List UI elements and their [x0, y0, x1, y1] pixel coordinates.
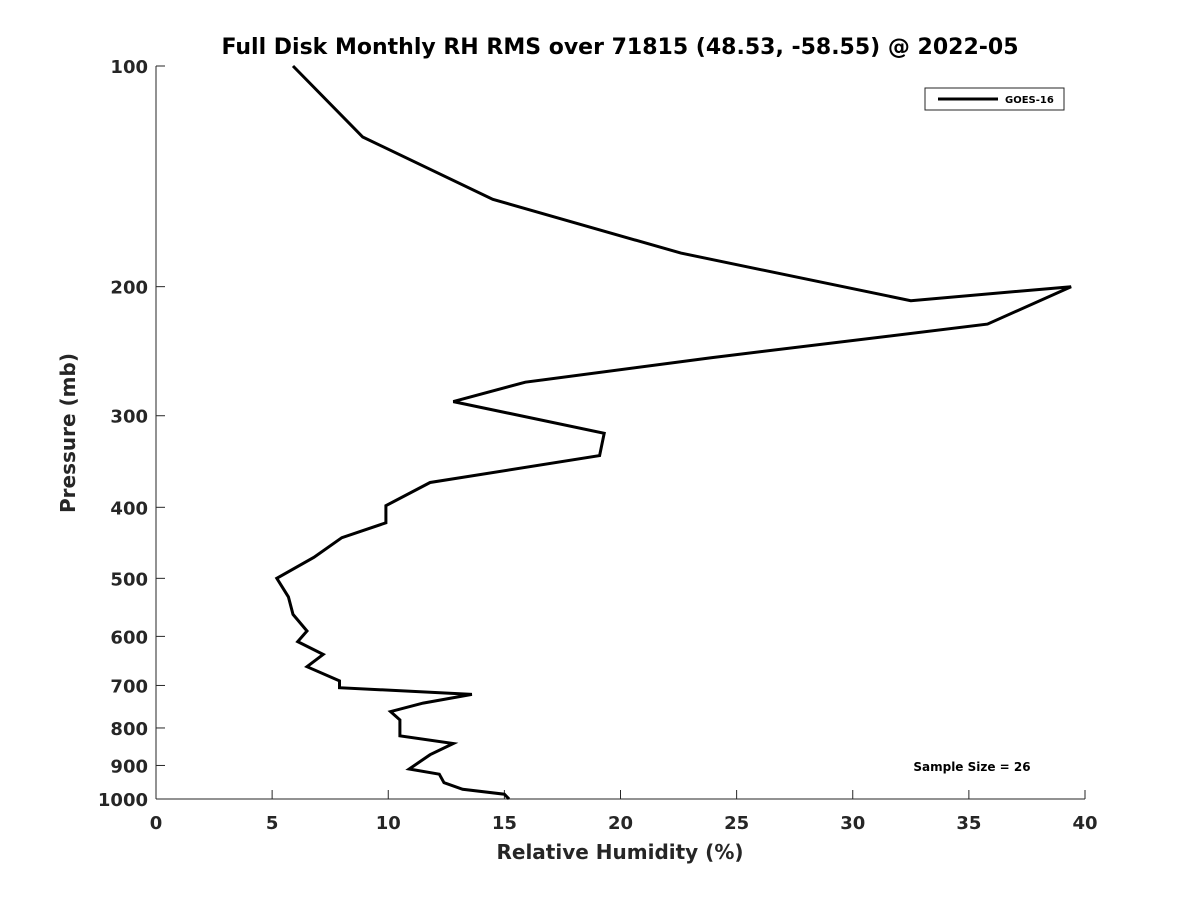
y-tick-label: 1000 [98, 790, 148, 811]
y-tick-label: 700 [110, 676, 148, 697]
y-tick-label: 600 [110, 627, 148, 648]
x-tick-label: 30 [840, 813, 865, 834]
x-tick-label: 40 [1072, 813, 1097, 834]
legend-label-goes-16: GOES-16 [1005, 95, 1054, 106]
x-ticks: 0 5 10 15 20 25 30 35 40 [150, 790, 1098, 834]
chart-title: Full Disk Monthly RH RMS over 71815 (48.… [221, 35, 1018, 60]
y-tick-label: 400 [110, 498, 148, 519]
series-layer [274, 64, 1072, 801]
y-tick-label: 800 [110, 719, 148, 740]
x-tick-label: 15 [492, 813, 517, 834]
series-line-goes-16 [274, 64, 1072, 801]
y-tick-label: 500 [110, 569, 148, 590]
x-tick-label: 35 [956, 813, 981, 834]
legend: GOES-16 [924, 87, 1065, 111]
x-tick-label: 20 [608, 813, 633, 834]
x-tick-label: 25 [724, 813, 749, 834]
plot-area: 0 5 10 15 20 25 30 35 40 100 200 300 400 500 600 700 80… [98, 57, 1098, 834]
x-axis-title: Relative Humidity (%) [496, 840, 743, 864]
y-tick-label: 300 [110, 407, 148, 428]
y-tick-label: 100 [110, 57, 148, 78]
x-tick-label: 10 [376, 813, 401, 834]
y-tick-label: 200 [110, 278, 148, 299]
sample-size-annotation: Sample Size = 26 [913, 760, 1030, 774]
y-ticks: 100 200 300 400 500 600 700 800 900 1000 [98, 57, 165, 811]
y-tick-label: 900 [110, 756, 148, 777]
x-tick-label: 0 [150, 813, 163, 834]
x-tick-label: 5 [266, 813, 279, 834]
y-axis-title: Pressure (mb) [56, 353, 80, 513]
